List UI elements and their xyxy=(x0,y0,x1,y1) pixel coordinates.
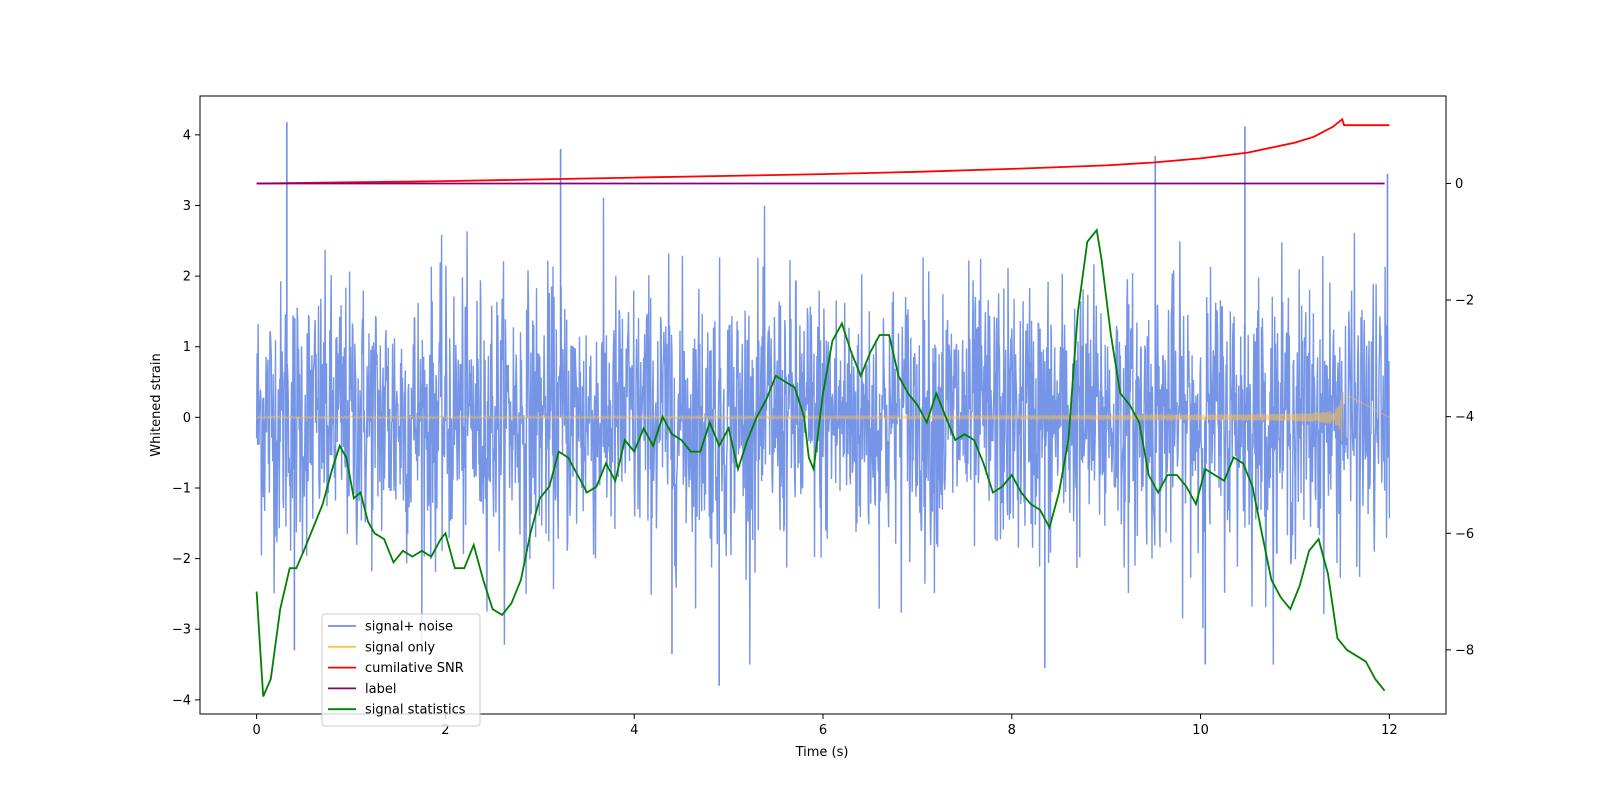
x-tick-label: 6 xyxy=(819,723,827,738)
x-tick-label: 2 xyxy=(441,723,449,738)
y-tick-label: −1 xyxy=(172,481,191,496)
x-tick-label: 8 xyxy=(1008,723,1016,738)
series-signal-noise-spikes xyxy=(286,122,1389,686)
y-tick-label: 4 xyxy=(183,128,191,143)
x-axis-label: Time (s) xyxy=(795,745,849,760)
y-axis-right: −8 −6 −4 −2 0 xyxy=(1446,177,1474,658)
x-tick-label: 10 xyxy=(1192,723,1209,738)
y2-tick-label: −6 xyxy=(1455,527,1474,542)
y-tick-label: −3 xyxy=(172,623,191,638)
y2-tick-label: −8 xyxy=(1455,643,1474,658)
legend-label: cumilative SNR xyxy=(365,661,464,676)
y2-tick-label: 0 xyxy=(1455,177,1463,192)
legend-label: label xyxy=(365,682,396,697)
legend-label: signal only xyxy=(365,640,435,655)
series-group xyxy=(255,117,1391,697)
legend-label: signal+ noise xyxy=(365,620,453,635)
y2-tick-label: −4 xyxy=(1455,410,1474,425)
series-cumulative-snr-line xyxy=(256,117,1390,185)
legend: signal+ noise signal only cumilative SNR la… xyxy=(321,613,481,727)
x-axis: 0 2 4 6 8 10 12 xyxy=(252,714,1398,738)
x-tick-label: 12 xyxy=(1381,723,1398,738)
series-signal-statistics-line xyxy=(255,227,1386,697)
plot-layer xyxy=(255,117,1391,697)
y-tick-label: −2 xyxy=(172,552,191,567)
series-signal-only-line xyxy=(256,391,1390,441)
y-tick-label: 2 xyxy=(183,270,191,285)
y2-tick-label: −2 xyxy=(1455,294,1474,309)
y-tick-label: 1 xyxy=(183,340,191,355)
y-tick-label: 3 xyxy=(183,199,191,214)
legend-box xyxy=(321,613,481,727)
y-axis-label: Whitened strain xyxy=(149,353,164,456)
y-tick-label: −4 xyxy=(172,693,191,708)
x-tick-label: 0 xyxy=(252,723,260,738)
y-axis-left: −4 −3 −2 −1 0 1 2 3 4 xyxy=(172,128,200,708)
series-signal-noise-line xyxy=(255,197,1391,665)
x-tick-label: 4 xyxy=(630,723,638,738)
y-tick-label: 0 xyxy=(183,411,191,426)
legend-label: signal statistics xyxy=(365,703,466,718)
